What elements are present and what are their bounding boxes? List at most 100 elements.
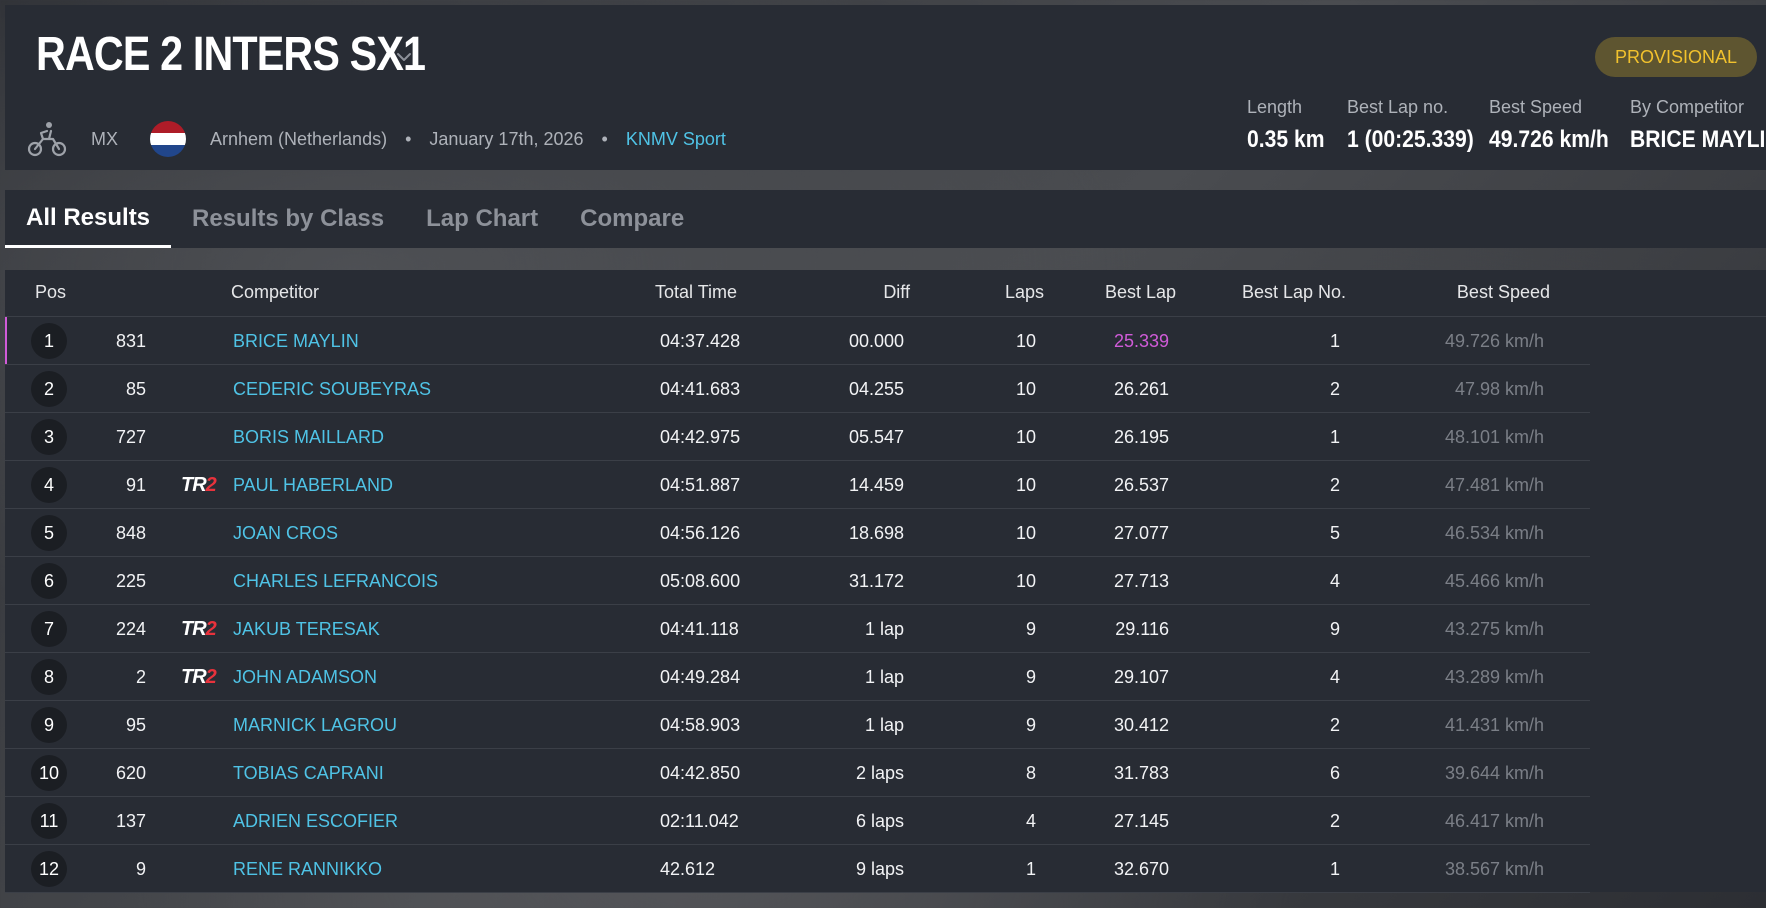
diff: 04.255 (848, 379, 904, 399)
best-lap-no: 2 (1329, 715, 1340, 735)
best-lap-no: 4 (1329, 667, 1340, 687)
bib-number: 91 (125, 475, 146, 495)
netherlands-flag-icon (150, 121, 186, 157)
best-speed: 47.98 km/h (1454, 379, 1544, 399)
total-time: 05:08.600 (660, 571, 741, 591)
results-tabs: All Results Results by Class Lap Chart C… (5, 190, 1766, 248)
best-lap-no: 1 (1329, 859, 1340, 879)
header-total-time[interactable]: Total Time (655, 282, 738, 302)
total-time: 04:42.850 (660, 763, 741, 783)
bib-number: 727 (115, 427, 146, 447)
tab-compare[interactable]: Compare (580, 205, 685, 232)
best-speed: 38.567 km/h (1444, 859, 1544, 879)
table-row[interactable]: 6 225 CHARLES LEFRANCOIS 05:08.600 31.172 10 2… (5, 557, 1590, 605)
position-badge: 8 (31, 659, 67, 695)
best-lap: 26.261 (1113, 379, 1169, 399)
header-laps[interactable]: Laps (1004, 282, 1044, 302)
header-best-speed[interactable]: Best Speed (1456, 282, 1550, 302)
diff: 9 laps (855, 859, 904, 879)
best-lap: 31.783 (1113, 763, 1169, 783)
best-speed: 43.275 km/h (1444, 619, 1544, 639)
header-diff[interactable]: Diff (883, 282, 910, 302)
header-pos[interactable]: Pos (35, 282, 67, 302)
best-lap-no: 2 (1329, 475, 1340, 495)
best-lap: 29.116 (1115, 619, 1169, 639)
bib-number: 95 (125, 715, 146, 735)
race-meta: MX Arnhem (Netherlands) • January 17th, … (27, 115, 726, 163)
best-lap-no: 4 (1329, 571, 1340, 591)
competitor-name-link[interactable]: JOAN CROS (233, 523, 339, 543)
header-competitor[interactable]: Competitor (231, 282, 320, 302)
tab-results-by-class[interactable]: Results by Class (192, 205, 385, 232)
bib-number: 225 (115, 571, 146, 591)
table-row[interactable]: 11 137 ADRIEN ESCOFIER 02:11.042 6 laps 4 27.1… (5, 797, 1590, 845)
diff: 6 laps (855, 811, 904, 831)
table-row[interactable]: 5 848 JOAN CROS 04:56.126 18.698 10 27.077 5 46.… (5, 509, 1590, 557)
best-lap: 25.339 (1113, 331, 1169, 351)
total-time: 04:58.903 (660, 715, 741, 735)
diff: 00.000 (848, 331, 904, 351)
competitor-name-link[interactable]: TOBIAS CAPRANI (233, 763, 384, 783)
best-speed: 47.481 km/h (1444, 475, 1544, 495)
stat-by-competitor: By Competitor BRICE MAYLIN (1630, 97, 1766, 154)
competitor-name-link[interactable]: RENE RANNIKKO (233, 859, 383, 879)
header-best-lap[interactable]: Best Lap (1104, 282, 1176, 302)
best-speed: 45.466 km/h (1444, 571, 1544, 591)
organizer-link[interactable]: KNMV Sport (625, 128, 726, 149)
competitor-name-link[interactable]: JOHN ADAMSON (233, 667, 378, 687)
diff: 05.547 (848, 427, 904, 447)
position-badge: 11 (31, 803, 67, 839)
position-badge: 7 (31, 611, 67, 647)
diff: 2 laps (855, 763, 904, 783)
position-badge: 9 (31, 707, 67, 743)
bullet-separator: • (601, 128, 608, 149)
tab-lap-chart[interactable]: Lap Chart (426, 205, 539, 232)
best-speed: 48.101 km/h (1444, 427, 1544, 447)
laps: 9 (1025, 667, 1036, 687)
diff: 31.172 (848, 571, 904, 591)
bib-number: 85 (125, 379, 146, 399)
best-speed: 39.644 km/h (1444, 763, 1544, 783)
table-row[interactable]: 1 831 BRICE MAYLIN 04:37.428 00.000 10 25.339 1… (5, 317, 1590, 365)
best-lap-no: 6 (1329, 763, 1340, 783)
competitor-name-link[interactable]: PAUL HABERLAND (233, 475, 394, 495)
best-lap: 26.195 (1113, 427, 1169, 447)
stat-value: 1 (00:25.339) (1347, 126, 1474, 153)
chevron-down-icon[interactable] (392, 45, 416, 69)
competitor-name-link[interactable]: CEDERIC SOUBEYRAS (233, 379, 432, 399)
position-badge: 10 (31, 755, 67, 791)
total-time: 02:11.042 (660, 811, 739, 831)
best-speed: 49.726 km/h (1444, 331, 1544, 351)
diff: 1 lap (864, 667, 904, 687)
table-row[interactable]: 12 9 RENE RANNIKKO 42.612 9 laps 1 32.670 1 38.5… (5, 845, 1590, 893)
competitor-name-link[interactable]: BRICE MAYLIN (233, 331, 359, 351)
status-badge: PROVISIONAL (1595, 37, 1757, 77)
table-row[interactable]: 2 85 CEDERIC SOUBEYRAS 04:41.683 04.255 10 26.… (5, 365, 1590, 413)
table-row[interactable]: 7 224 TR2 JAKUB TERESAK 04:41.118 1 lap 9 29.11… (5, 605, 1590, 653)
laps: 10 (1015, 427, 1036, 447)
best-lap: 26.537 (1113, 475, 1169, 495)
best-speed: 46.534 km/h (1444, 523, 1544, 543)
table-row[interactable]: 4 91 TR2 PAUL HABERLAND 04:51.887 14.459 10 26.… (5, 461, 1590, 509)
total-time: 04:56.126 (660, 523, 741, 543)
stat-label: Best Speed (1489, 97, 1583, 117)
table-row[interactable]: 9 95 MARNICK LAGROU 04:58.903 1 lap 9 30.412 2 4… (5, 701, 1590, 749)
position-badge: 6 (31, 563, 67, 599)
bib-number: 848 (115, 523, 146, 543)
competitor-name-link[interactable]: MARNICK LAGROU (233, 715, 398, 735)
table-row[interactable]: 10 620 TOBIAS CAPRANI 04:42.850 2 laps 8 31.78… (5, 749, 1590, 797)
table-row[interactable]: 3 727 BORIS MAILLARD 04:42.975 05.547 10 26.19… (5, 413, 1590, 461)
competitor-name-link[interactable]: CHARLES LEFRANCOIS (233, 571, 439, 591)
stat-length: Length 0.35 km (1247, 97, 1330, 154)
tab-all-results[interactable]: All Results (5, 190, 172, 248)
best-lap: 27.077 (1113, 523, 1169, 543)
header-best-lap-no[interactable]: Best Lap No. (1241, 282, 1346, 302)
position-badge: 2 (31, 371, 67, 407)
total-time: 04:51.887 (660, 475, 741, 495)
competitor-name-link[interactable]: JAKUB TERESAK (233, 619, 380, 639)
table-row[interactable]: 8 2 TR2 JOHN ADAMSON 04:49.284 1 lap 9 29.107 4 4… (5, 653, 1590, 701)
competitor-name-link[interactable]: BORIS MAILLARD (233, 427, 385, 447)
competitor-name-link[interactable]: ADRIEN ESCOFIER (233, 811, 399, 831)
best-lap-no: 1 (1329, 331, 1340, 351)
race-header: RACE 2 INTERS SX1 PROVISIONAL MX Arnhem … (5, 5, 1766, 170)
